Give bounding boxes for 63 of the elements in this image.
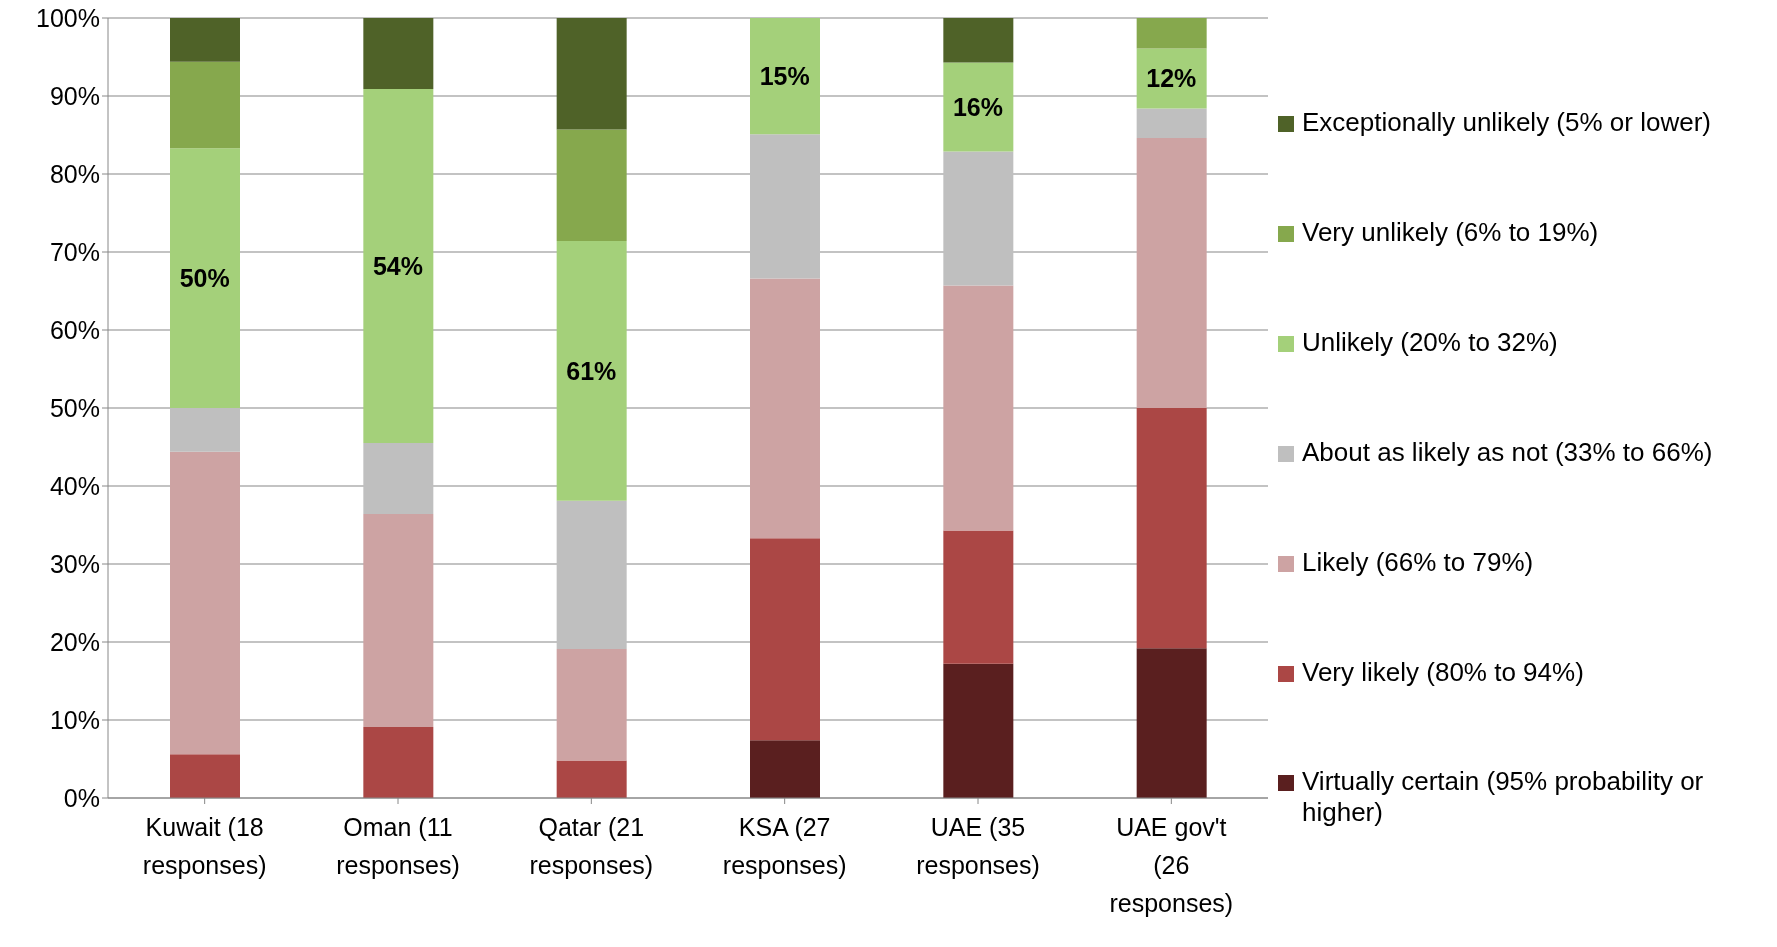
- bar: [1136, 108, 1207, 139]
- bar: [556, 649, 627, 761]
- x-tick-label: UAE gov't (26 responses): [1109, 813, 1234, 917]
- legend-label: Unlikely (20% to 32%): [1302, 327, 1558, 359]
- annotation: 16%: [952, 92, 1004, 121]
- bar: [943, 285, 1014, 531]
- bar: [363, 88, 434, 444]
- y-tick-label: 10%: [49, 705, 100, 734]
- bar: [1136, 648, 1207, 798]
- bar: [943, 663, 1014, 798]
- y-tick-label: 100%: [36, 3, 100, 32]
- bar: [170, 451, 240, 755]
- y-tick-label: 60%: [49, 315, 100, 344]
- bar: [170, 754, 240, 798]
- legend-label: Exceptionally unlikely (5% or lower): [1302, 107, 1711, 139]
- bar: [556, 18, 627, 130]
- bar: [943, 18, 1014, 63]
- legend-label: Likely (66% to 79%): [1302, 546, 1534, 578]
- bar: [170, 408, 240, 452]
- bar: [170, 148, 240, 408]
- bar: [750, 18, 820, 135]
- bar: [1136, 138, 1207, 408]
- bar: [750, 278, 820, 539]
- bar: [943, 151, 1014, 286]
- x-tick-label: Qatar (21 responses): [529, 813, 654, 879]
- annotation: 54%: [372, 251, 424, 280]
- annotation: 61%: [566, 356, 617, 385]
- y-tick-label: 90%: [49, 81, 100, 110]
- annotation: 50%: [179, 264, 230, 293]
- annotation: 15%: [759, 61, 810, 90]
- legend-label: Virtually certain (95% probability or higher): [1302, 766, 1705, 829]
- bar: [750, 740, 820, 798]
- legend-label: Very unlikely (6% to 19%): [1302, 217, 1599, 249]
- y-tick-label: 40%: [49, 471, 100, 500]
- bar: [363, 18, 434, 89]
- bar: [556, 760, 627, 798]
- bar: [1136, 18, 1207, 49]
- bar: [943, 62, 1014, 152]
- bar: [170, 18, 240, 62]
- bar: [556, 241, 627, 501]
- bar: [556, 129, 627, 242]
- bar: [363, 514, 434, 728]
- bar: [1136, 408, 1207, 649]
- bar: [556, 500, 627, 650]
- y-tick-label: 30%: [49, 549, 100, 578]
- bar: [170, 61, 240, 149]
- bar: [943, 530, 1014, 664]
- x-tick-label: UAE (35 responses): [916, 813, 1040, 879]
- legend-label: Very likely (80% to 94%): [1302, 656, 1584, 688]
- y-tick-label: 80%: [49, 159, 100, 188]
- legend-label: About as likely as not (33% to 66%): [1302, 436, 1713, 468]
- bar: [750, 134, 820, 279]
- y-tick-label: 70%: [49, 237, 100, 266]
- x-tick-label: Kuwait (18 responses): [142, 813, 267, 879]
- bar: [363, 443, 434, 515]
- y-tick-label: 20%: [49, 627, 100, 656]
- annotation: 12%: [1146, 64, 1197, 93]
- y-tick-label: 50%: [49, 393, 100, 422]
- bar: [750, 538, 820, 741]
- x-tick-label: Oman (11 responses): [336, 813, 460, 879]
- x-tick-label: KSA (27 responses): [722, 813, 847, 879]
- bar: [363, 727, 434, 798]
- y-tick-label: 0%: [63, 783, 100, 812]
